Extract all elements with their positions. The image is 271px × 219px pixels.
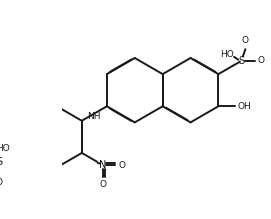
Text: O: O <box>118 161 125 170</box>
Text: HO: HO <box>0 144 10 153</box>
Text: HO: HO <box>220 50 234 59</box>
Text: NH: NH <box>88 112 101 121</box>
Text: S: S <box>0 157 2 167</box>
Text: O: O <box>0 178 3 187</box>
Text: O: O <box>242 36 249 45</box>
Text: S: S <box>238 56 245 66</box>
Text: OH: OH <box>238 102 251 111</box>
Text: N: N <box>99 160 107 170</box>
Text: O: O <box>258 56 265 65</box>
Text: O: O <box>99 180 107 189</box>
